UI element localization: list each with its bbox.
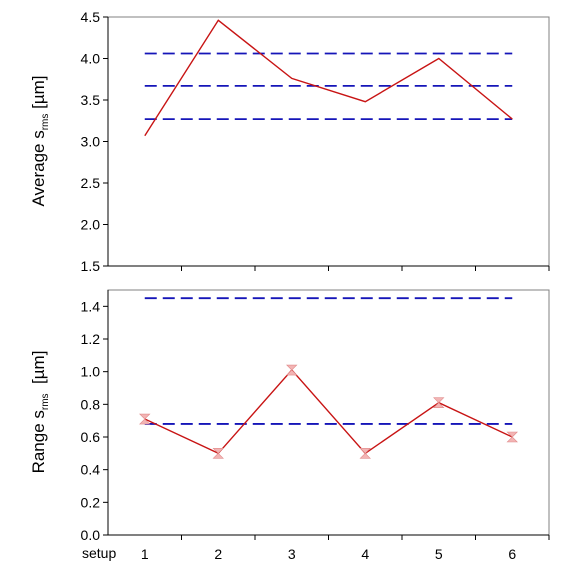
y-tick-label: 4.0 [81,51,101,67]
data-point [139,413,151,425]
y-tick-label: 0.8 [81,396,101,412]
y-tick-label: 2.0 [81,217,101,233]
y-tick-label: 1.4 [81,298,101,314]
x-tick-label: 6 [508,546,516,562]
x-tick-label: 5 [435,546,443,562]
y-tick-label: 3.0 [81,134,101,150]
series-line-range [144,368,513,455]
y-axis-title-average: Average srms [µm] [29,75,51,206]
data-point [433,397,445,409]
y-tick-label: 0.4 [81,462,101,478]
series-line-average [144,19,513,137]
y-tick-label: 1.5 [81,258,101,274]
x-tick-label: 3 [288,546,296,562]
y-tick-label: 0.2 [81,494,101,510]
x-tick-label: 2 [214,546,222,562]
y-tick-label: 4.5 [81,9,101,25]
x-tick-label: 1 [141,546,149,562]
plot-area-average [107,16,550,267]
data-point [286,364,298,376]
data-point [359,448,371,459]
y-tick-label: 1.2 [81,331,101,347]
y-axis-title-range: Range srms [µm] [29,351,51,474]
y-tick-label: 0.0 [81,527,101,543]
y-tick-label: 3.5 [81,92,101,108]
y-tick-label: 0.6 [81,429,101,445]
data-point [212,448,224,459]
panel-range: 0.0 0.2 0.4 0.6 0.8 1.0 1.2 1.4 1 2 3 4 5 6 Range sr… [29,289,550,562]
y-tick-label: 2.5 [81,175,101,191]
x-axis-title: setup [82,545,116,561]
data-point [506,431,518,443]
y-tick-label: 1.0 [81,364,101,380]
x-tick-label: 4 [361,546,369,562]
panel-average: 1.5 2.0 2.5 3.0 3.5 4.0 4.5 Average srms [µm] [29,9,550,274]
